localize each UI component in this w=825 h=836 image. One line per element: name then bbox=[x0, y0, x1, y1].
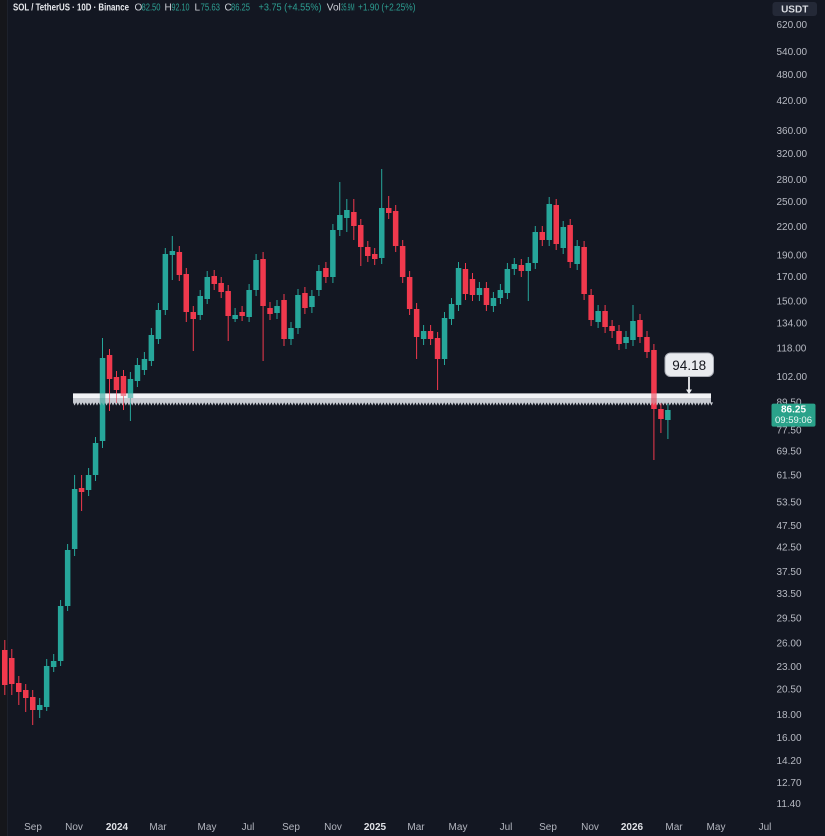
svg-text:Mar: Mar bbox=[407, 822, 425, 833]
svg-text:20.50: 20.50 bbox=[777, 685, 802, 696]
svg-text:47.50: 47.50 bbox=[777, 521, 802, 532]
svg-text:35.9M: 35.9M bbox=[341, 3, 355, 14]
svg-text:Nov: Nov bbox=[65, 822, 83, 833]
svg-text:2026: 2026 bbox=[621, 822, 644, 833]
svg-text:Sep: Sep bbox=[539, 822, 557, 833]
svg-text:170.00: 170.00 bbox=[777, 272, 808, 283]
svg-text:102.00: 102.00 bbox=[777, 372, 808, 383]
svg-text:16.00: 16.00 bbox=[777, 733, 802, 744]
svg-text:480.00: 480.00 bbox=[777, 70, 808, 81]
svg-text:86.25: 86.25 bbox=[781, 405, 806, 416]
svg-text:150.00: 150.00 bbox=[777, 297, 808, 308]
svg-text:134.00: 134.00 bbox=[777, 319, 808, 330]
svg-text:Jul: Jul bbox=[500, 822, 513, 833]
svg-text:O: O bbox=[135, 3, 143, 14]
svg-text:82.50: 82.50 bbox=[142, 3, 161, 14]
svg-text:540.00: 540.00 bbox=[777, 47, 808, 58]
svg-text:320.00: 320.00 bbox=[777, 149, 808, 160]
svg-text:280.00: 280.00 bbox=[777, 175, 808, 186]
svg-text:L: L bbox=[195, 3, 201, 14]
svg-text:12.70: 12.70 bbox=[777, 778, 802, 789]
svg-text:+1.90 (+2.25%): +1.90 (+2.25%) bbox=[358, 3, 416, 14]
svg-text:Nov: Nov bbox=[581, 822, 599, 833]
svg-text:May: May bbox=[198, 822, 217, 833]
svg-text:H: H bbox=[165, 3, 172, 14]
svg-text:69.50: 69.50 bbox=[777, 447, 802, 458]
svg-text:250.00: 250.00 bbox=[777, 197, 808, 208]
svg-text:2025: 2025 bbox=[364, 822, 387, 833]
svg-text:Mar: Mar bbox=[665, 822, 683, 833]
svg-text:Mar: Mar bbox=[149, 822, 167, 833]
svg-text:USDT: USDT bbox=[781, 5, 808, 16]
svg-text:Vol: Vol bbox=[327, 3, 341, 14]
svg-text:18.00: 18.00 bbox=[777, 710, 802, 721]
svg-text:Jul: Jul bbox=[759, 822, 772, 833]
svg-text:42.50: 42.50 bbox=[777, 543, 802, 554]
svg-text:61.50: 61.50 bbox=[777, 470, 802, 481]
svg-text:+3.75 (+4.55%): +3.75 (+4.55%) bbox=[259, 3, 322, 14]
svg-text:94.18: 94.18 bbox=[672, 358, 706, 373]
svg-text:29.50: 29.50 bbox=[777, 614, 802, 625]
svg-text:Jul: Jul bbox=[242, 822, 255, 833]
svg-text:77.50: 77.50 bbox=[777, 425, 802, 436]
svg-text:420.00: 420.00 bbox=[777, 96, 808, 107]
svg-text:360.00: 360.00 bbox=[777, 126, 808, 137]
svg-text:220.00: 220.00 bbox=[777, 222, 808, 233]
svg-text:190.00: 190.00 bbox=[777, 251, 808, 262]
svg-text:86.25: 86.25 bbox=[231, 3, 250, 14]
svg-text:14.20: 14.20 bbox=[777, 756, 802, 767]
svg-text:620.00: 620.00 bbox=[777, 20, 808, 31]
svg-text:09:59:06: 09:59:06 bbox=[775, 415, 812, 426]
svg-text:C: C bbox=[225, 3, 232, 14]
svg-text:118.00: 118.00 bbox=[777, 343, 807, 354]
svg-text:2024: 2024 bbox=[106, 822, 129, 833]
svg-text:33.50: 33.50 bbox=[777, 589, 802, 600]
svg-text:Sep: Sep bbox=[282, 822, 300, 833]
svg-text:26.00: 26.00 bbox=[777, 638, 802, 649]
svg-text:92.10: 92.10 bbox=[172, 3, 190, 14]
svg-text:23.00: 23.00 bbox=[777, 662, 802, 673]
svg-text:May: May bbox=[707, 822, 726, 833]
svg-text:53.50: 53.50 bbox=[777, 498, 802, 509]
svg-text:May: May bbox=[449, 822, 468, 833]
svg-text:37.50: 37.50 bbox=[777, 567, 802, 578]
svg-text:Sep: Sep bbox=[24, 822, 42, 833]
svg-text:89.50: 89.50 bbox=[777, 397, 802, 408]
svg-text:SOL / TetherUS · 10D · Binance: SOL / TetherUS · 10D · Binance bbox=[13, 3, 129, 14]
svg-text:Nov: Nov bbox=[324, 822, 342, 833]
svg-text:75.63: 75.63 bbox=[201, 3, 221, 14]
svg-text:11.40: 11.40 bbox=[777, 799, 802, 810]
